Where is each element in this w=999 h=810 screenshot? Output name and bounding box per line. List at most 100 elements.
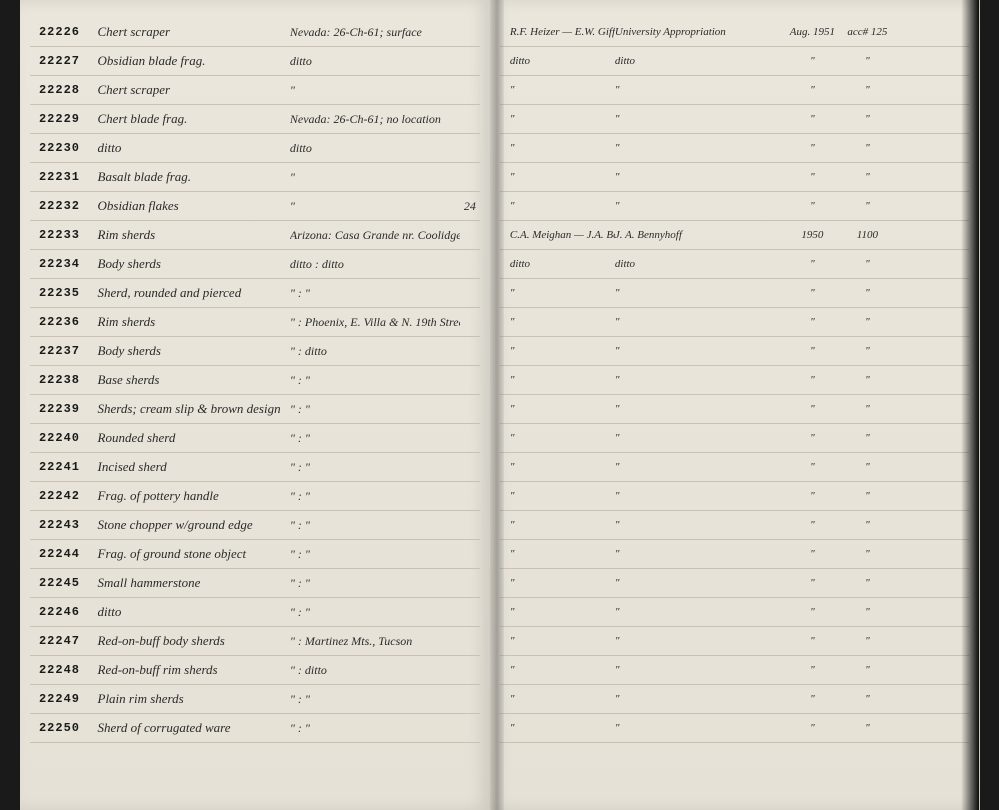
ledger-row: 22228Chert scraper" (30, 76, 480, 105)
ledger-row: 22226Chert scraperNevada: 26-Ch-61; surf… (30, 18, 480, 47)
ledger-left-page: 22226Chert scraperNevada: 26-Ch-61; surf… (20, 0, 490, 810)
item-location: " : " (290, 286, 460, 301)
ledger-row: 22227Obsidian blade frag.ditto (30, 47, 480, 76)
appropriation: " (615, 345, 785, 357)
item-description: Sherds; cream slip & brown design (90, 401, 290, 417)
ledger-row: 22234Body sherdsditto : ditto (30, 250, 480, 279)
item-description: Chert scraper (90, 24, 290, 40)
collector-name: " (500, 316, 615, 328)
item-description: Red-on-buff body sherds (90, 633, 290, 649)
catalog-number: 22234 (30, 257, 90, 271)
catalog-number: 22238 (30, 373, 90, 387)
collector-name: " (500, 519, 615, 531)
item-location: " : ditto (290, 663, 460, 678)
collector-name: " (500, 722, 615, 734)
ledger-row: """" (500, 395, 970, 424)
accession-cell: " (840, 432, 895, 444)
accession-cell: " (840, 200, 895, 212)
appropriation: " (615, 316, 785, 328)
ledger-row: """" (500, 163, 970, 192)
ledger-row: 22231Basalt blade frag." (30, 163, 480, 192)
item-location: " : " (290, 692, 460, 707)
item-description: Stone chopper w/ground edge (90, 517, 290, 533)
book-edge-shadow (961, 0, 979, 810)
date-cell: " (785, 577, 840, 589)
item-description: ditto (90, 140, 290, 156)
catalog-number: 22239 (30, 402, 90, 416)
date-cell: " (785, 200, 840, 212)
catalog-number: 22237 (30, 344, 90, 358)
catalog-number: 22232 (30, 199, 90, 213)
date-cell: " (785, 374, 840, 386)
appropriation: " (615, 606, 785, 618)
accession-cell: " (840, 55, 895, 67)
item-quantity: 24 (460, 199, 480, 214)
appropriation: " (615, 722, 785, 734)
ledger-row: """" (500, 540, 970, 569)
catalog-number: 22235 (30, 286, 90, 300)
ledger-row: """" (500, 134, 970, 163)
ledger-row: 22237Body sherds" : ditto (30, 337, 480, 366)
accession-cell: " (840, 519, 895, 531)
accession-cell: " (840, 490, 895, 502)
ledger-row: C.A. Meighan — J.A. BennyhoffJ. A. Benny… (500, 221, 970, 250)
appropriation: " (615, 635, 785, 647)
collector-name: " (500, 374, 615, 386)
ledger-row: """" (500, 76, 970, 105)
date-cell: " (785, 722, 840, 734)
item-location: ditto (290, 141, 460, 156)
collector-name: " (500, 142, 615, 154)
ledger-row: """" (500, 714, 970, 743)
ledger-row: """" (500, 105, 970, 134)
accession-cell: " (840, 461, 895, 473)
catalog-number: 22226 (30, 25, 90, 39)
item-description: Incised sherd (90, 459, 290, 475)
item-location: " : " (290, 721, 460, 736)
ledger-row: """" (500, 192, 970, 221)
appropriation: ditto (615, 55, 785, 67)
collector-name: ditto (500, 55, 615, 67)
catalog-number: 22246 (30, 605, 90, 619)
accession-cell: " (840, 316, 895, 328)
ledger-book: 22226Chert scraperNevada: 26-Ch-61; surf… (20, 0, 980, 810)
appropriation: " (615, 432, 785, 444)
accession-cell: " (840, 142, 895, 154)
collector-name: " (500, 287, 615, 299)
ledger-row: 22243Stone chopper w/ground edge" : " (30, 511, 480, 540)
item-description: Obsidian flakes (90, 198, 290, 214)
item-location: Nevada: 26-Ch-61; surface (290, 25, 460, 40)
item-description: Base sherds (90, 372, 290, 388)
item-location: " : " (290, 605, 460, 620)
appropriation: " (615, 664, 785, 676)
date-cell: " (785, 84, 840, 96)
ledger-row: 22249Plain rim sherds" : " (30, 685, 480, 714)
collector-name: " (500, 84, 615, 96)
item-description: Chert scraper (90, 82, 290, 98)
catalog-number: 22248 (30, 663, 90, 677)
ledger-row: """" (500, 685, 970, 714)
item-location: Arizona: Casa Grande nr. Coolidge (290, 228, 460, 243)
ledger-row: 22236Rim sherds" : Phoenix, E. Villa & N… (30, 308, 480, 337)
item-location: " : " (290, 489, 460, 504)
item-description: Frag. of ground stone object (90, 546, 290, 562)
collector-name: " (500, 113, 615, 125)
date-cell: " (785, 490, 840, 502)
ledger-row: """" (500, 308, 970, 337)
ledger-row: 22230dittoditto (30, 134, 480, 163)
appropriation: " (615, 577, 785, 589)
date-cell: " (785, 142, 840, 154)
appropriation: " (615, 548, 785, 560)
accession-cell: " (840, 606, 895, 618)
ledger-row: 22229Chert blade frag.Nevada: 26-Ch-61; … (30, 105, 480, 134)
collector-name: " (500, 345, 615, 357)
appropriation: " (615, 287, 785, 299)
accession-cell: " (840, 577, 895, 589)
collector-name: " (500, 432, 615, 444)
item-description: Chert blade frag. (90, 111, 290, 127)
ledger-row: 22238Base sherds" : " (30, 366, 480, 395)
ledger-row: """" (500, 656, 970, 685)
accession-cell: " (840, 374, 895, 386)
appropriation: " (615, 461, 785, 473)
date-cell: Aug. 1951 (785, 26, 840, 38)
item-location: " : " (290, 431, 460, 446)
